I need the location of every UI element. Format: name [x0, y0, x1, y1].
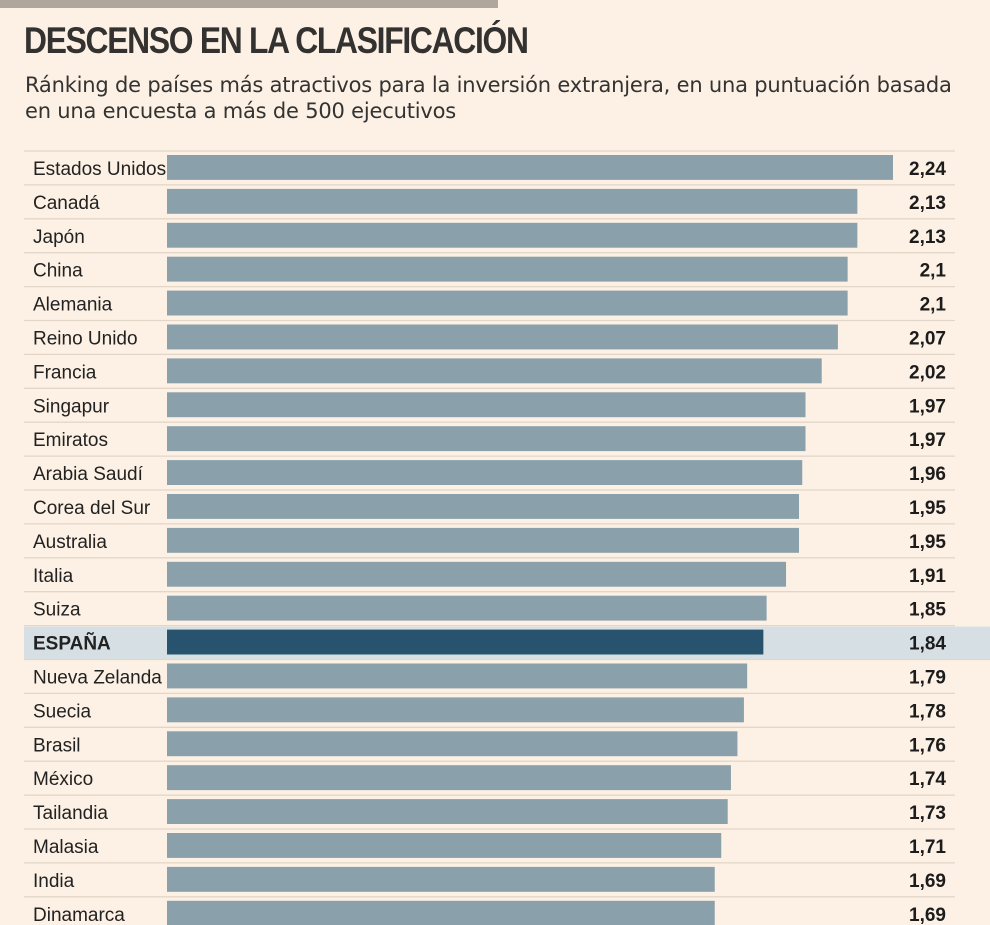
- value-label: 1,97: [909, 396, 946, 417]
- bar: [167, 256, 848, 282]
- bar-highlight: [167, 629, 764, 655]
- bar: [167, 290, 848, 316]
- category-label: Brasil: [33, 735, 81, 756]
- value-label: 1,76: [909, 735, 946, 756]
- value-label: 1,74: [909, 769, 946, 790]
- bar: [167, 595, 767, 621]
- value-label: 2,13: [909, 227, 946, 248]
- category-label: Canadá: [33, 193, 100, 214]
- category-label: Arabia Saudí: [33, 464, 144, 485]
- category-label: Corea del Sur: [33, 498, 151, 519]
- bar: [167, 765, 731, 791]
- category-label: Australia: [33, 532, 107, 553]
- bar: [167, 697, 744, 723]
- bar: [167, 392, 806, 418]
- value-label: 1,78: [909, 701, 946, 722]
- category-label: Reino Unido: [33, 328, 138, 349]
- value-label: 1,96: [909, 464, 946, 485]
- bar: [167, 358, 822, 384]
- value-label: 1,73: [909, 803, 946, 824]
- bar: [167, 527, 800, 553]
- category-label: Alemania: [33, 295, 113, 316]
- bar: [167, 188, 858, 214]
- category-label: ESPAÑA: [33, 633, 111, 655]
- bar: [167, 833, 722, 858]
- category-label: Italia: [33, 566, 74, 587]
- value-label: 1,97: [909, 430, 946, 451]
- category-label: Estados Unidos: [33, 159, 166, 180]
- top-stripe: [0, 0, 498, 8]
- value-label: 1,95: [909, 532, 946, 553]
- category-label: Suiza: [33, 600, 81, 621]
- value-label: 2,24: [909, 159, 946, 180]
- category-label: Nueva Zelanda: [33, 667, 162, 688]
- value-label: 1,69: [909, 905, 946, 925]
- value-label: 1,95: [909, 498, 946, 519]
- bar: [167, 866, 715, 892]
- bar: [167, 222, 858, 248]
- bar: [167, 494, 800, 519]
- value-label: 2,1: [920, 261, 947, 282]
- value-label: 1,85: [909, 600, 946, 621]
- bar: [167, 324, 838, 350]
- category-label: China: [33, 261, 83, 282]
- bar: [167, 426, 806, 452]
- category-label: Malasia: [33, 837, 99, 858]
- bar: [167, 799, 728, 824]
- bar: [167, 663, 748, 689]
- category-label: Francia: [33, 362, 97, 383]
- value-label: 2,1: [920, 295, 947, 316]
- bar: [167, 460, 803, 485]
- bar: [167, 561, 787, 587]
- bar: [167, 731, 738, 757]
- value-label: 2,07: [909, 328, 946, 349]
- category-label: Suecia: [33, 701, 92, 722]
- category-label: Emiratos: [33, 430, 108, 451]
- chart-subtitle: Ránking de países más atractivos para la…: [25, 73, 952, 123]
- value-label: 2,02: [909, 362, 946, 383]
- value-label: 1,84: [909, 634, 946, 655]
- category-label: Dinamarca: [33, 905, 125, 925]
- bar: [167, 900, 715, 925]
- value-label: 1,91: [909, 566, 946, 587]
- value-label: 2,13: [909, 193, 946, 214]
- chart-title: DESCENSO EN LA CLASIFICACIÓN: [24, 20, 529, 61]
- category-label: México: [33, 769, 93, 790]
- value-label: 1,71: [909, 837, 946, 858]
- category-label: India: [33, 871, 75, 892]
- value-label: 1,69: [909, 871, 946, 892]
- category-label: Tailandia: [33, 803, 108, 824]
- category-label: Japón: [33, 227, 85, 248]
- bar: [167, 155, 893, 180]
- category-label: Singapur: [33, 396, 110, 417]
- value-label: 1,79: [909, 667, 946, 688]
